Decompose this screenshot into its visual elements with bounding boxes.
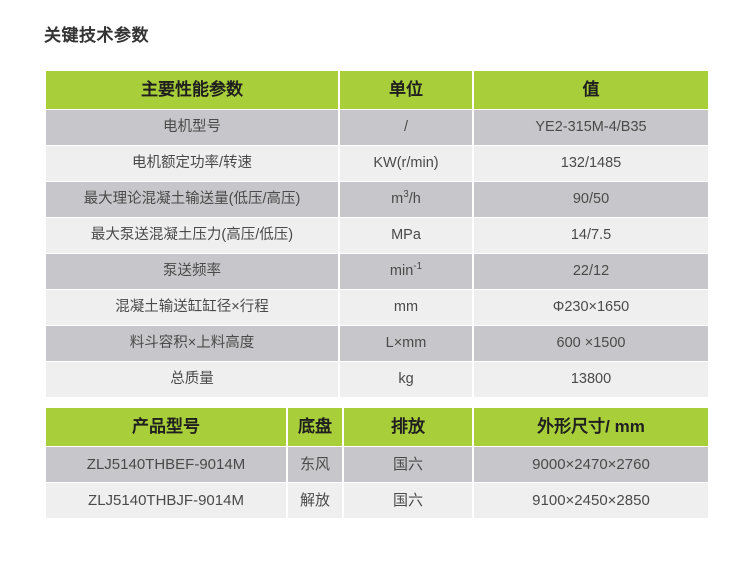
cell-chassis: 解放 bbox=[288, 483, 342, 518]
header-product-model: 产品型号 bbox=[46, 408, 286, 446]
cell-parameter-name: 电机额定功率/转速 bbox=[46, 146, 338, 181]
table-row: 混凝土输送缸缸径×行程 mm Φ230×1650 bbox=[46, 290, 708, 325]
cell-unit: m3/h bbox=[340, 182, 472, 217]
cell-parameter-name: 泵送频率 bbox=[46, 254, 338, 289]
header-dimensions: 外形尺寸/ mm bbox=[474, 408, 708, 446]
header-chassis: 底盘 bbox=[288, 408, 342, 446]
cell-emission: 国六 bbox=[344, 447, 472, 482]
page-title: 关键技术参数 bbox=[44, 26, 149, 45]
table-row: ZLJ5140THBJF-9014M 解放 国六 9100×2450×2850 bbox=[46, 483, 708, 518]
cell-dimensions: 9000×2470×2760 bbox=[474, 447, 708, 482]
table-row: 电机额定功率/转速 KW(r/min) 132/1485 bbox=[46, 146, 708, 181]
cell-parameter-name: 总质量 bbox=[46, 362, 338, 397]
cell-value: 600 ×1500 bbox=[474, 326, 708, 361]
cell-value: 14/7.5 bbox=[474, 218, 708, 253]
table-row: 最大泵送混凝土压力(高压/低压) MPa 14/7.5 bbox=[46, 218, 708, 253]
cell-parameter-name: 电机型号 bbox=[46, 110, 338, 145]
model-table-header-row: 产品型号 底盘 排放 外形尺寸/ mm bbox=[46, 408, 708, 446]
cell-unit: L×mm bbox=[340, 326, 472, 361]
header-unit: 单位 bbox=[340, 71, 472, 109]
cell-unit: min-1 bbox=[340, 254, 472, 289]
cell-product-model: ZLJ5140THBJF-9014M bbox=[46, 483, 286, 518]
cell-unit: MPa bbox=[340, 218, 472, 253]
table-row: 总质量 kg 13800 bbox=[46, 362, 708, 397]
header-value: 值 bbox=[474, 71, 708, 109]
cell-parameter-name: 最大泵送混凝土压力(高压/低压) bbox=[46, 218, 338, 253]
cell-unit: mm bbox=[340, 290, 472, 325]
header-emission: 排放 bbox=[344, 408, 472, 446]
table-row: 最大理论混凝土输送量(低压/高压) m3/h 90/50 bbox=[46, 182, 708, 217]
table-row: 电机型号 / YE2-315M-4/B35 bbox=[46, 110, 708, 145]
cell-dimensions: 9100×2450×2850 bbox=[474, 483, 708, 518]
cell-unit: / bbox=[340, 110, 472, 145]
cell-value: 13800 bbox=[474, 362, 708, 397]
cell-value: 22/12 bbox=[474, 254, 708, 289]
cell-value: YE2-315M-4/B35 bbox=[474, 110, 708, 145]
table-row: 泵送频率 min-1 22/12 bbox=[46, 254, 708, 289]
performance-spec-table: 主要性能参数 单位 值 电机型号 / YE2-315M-4/B35 电机额定功率… bbox=[44, 70, 710, 398]
cell-value: Φ230×1650 bbox=[474, 290, 708, 325]
cell-chassis: 东风 bbox=[288, 447, 342, 482]
model-variant-table: 产品型号 底盘 排放 外形尺寸/ mm ZLJ5140THBEF-9014M 东… bbox=[44, 407, 710, 519]
cell-parameter-name: 料斗容积×上料高度 bbox=[46, 326, 338, 361]
cell-parameter-name: 混凝土输送缸缸径×行程 bbox=[46, 290, 338, 325]
cell-unit: kg bbox=[340, 362, 472, 397]
cell-product-model: ZLJ5140THBEF-9014M bbox=[46, 447, 286, 482]
table-row: 料斗容积×上料高度 L×mm 600 ×1500 bbox=[46, 326, 708, 361]
table-row: ZLJ5140THBEF-9014M 东风 国六 9000×2470×2760 bbox=[46, 447, 708, 482]
cell-emission: 国六 bbox=[344, 483, 472, 518]
cell-unit: KW(r/min) bbox=[340, 146, 472, 181]
cell-value: 90/50 bbox=[474, 182, 708, 217]
table-header-row: 主要性能参数 单位 值 bbox=[46, 71, 708, 109]
cell-parameter-name: 最大理论混凝土输送量(低压/高压) bbox=[46, 182, 338, 217]
cell-value: 132/1485 bbox=[474, 146, 708, 181]
header-parameter-name: 主要性能参数 bbox=[46, 71, 338, 109]
